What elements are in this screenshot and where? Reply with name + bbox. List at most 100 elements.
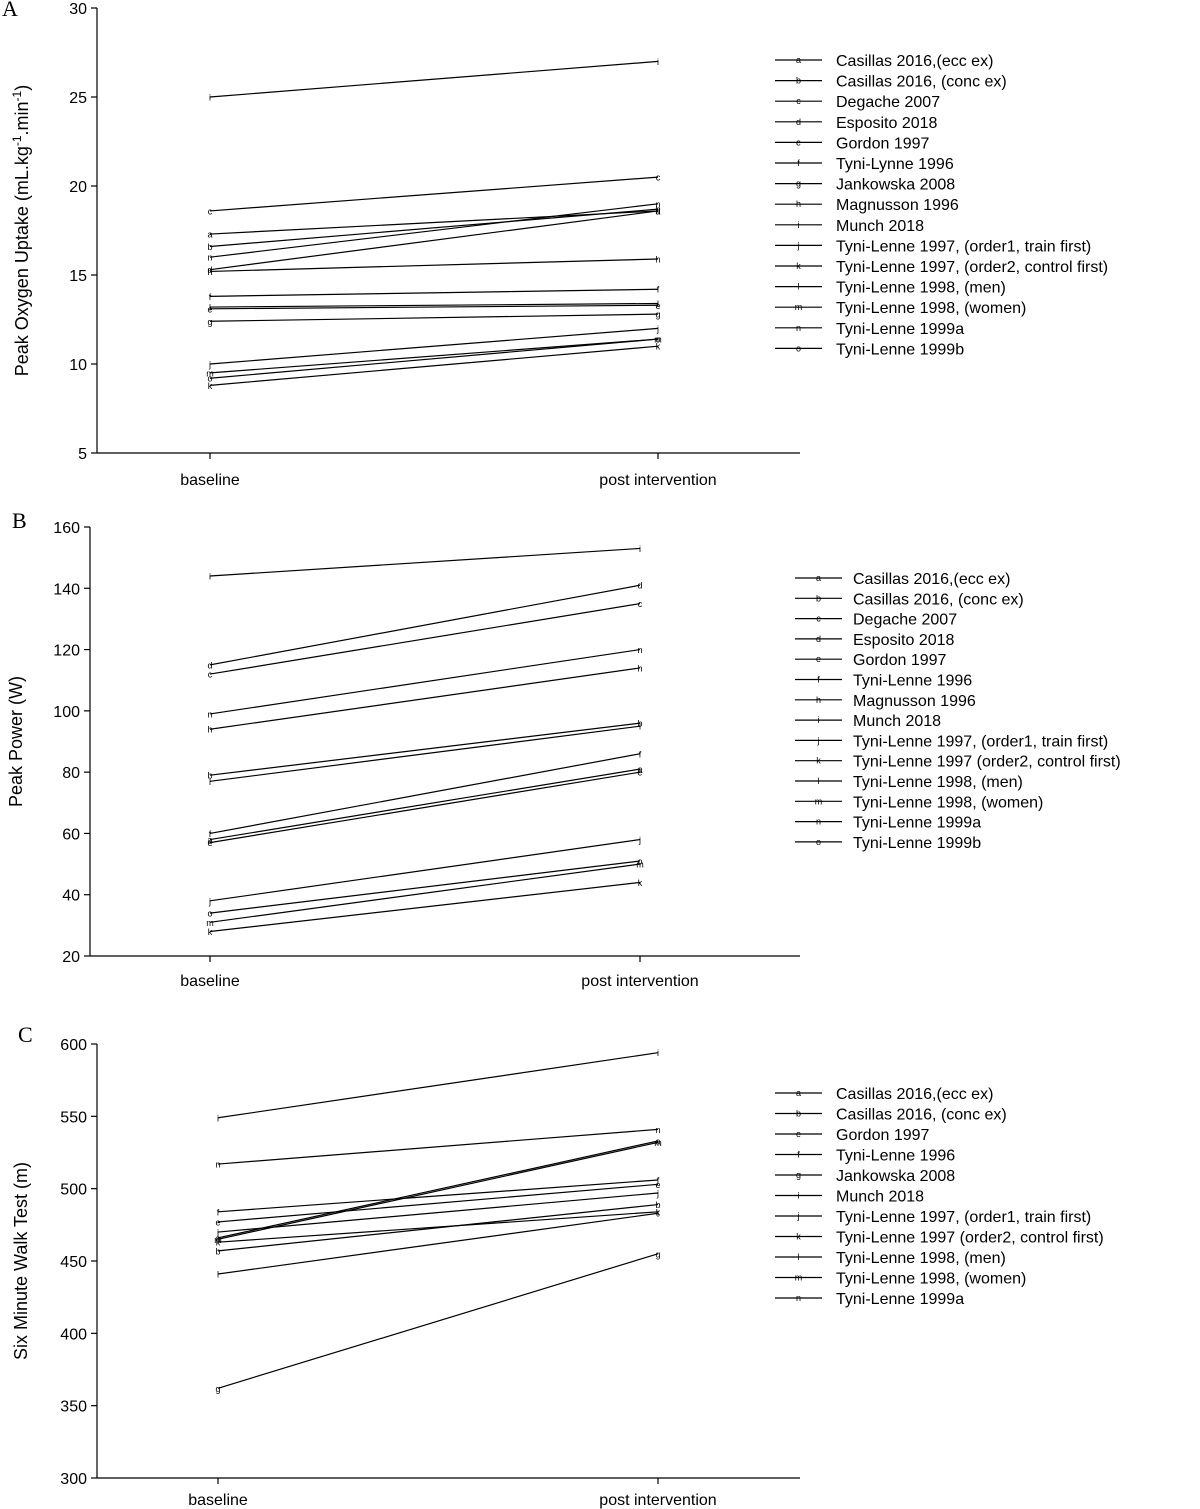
series-line: [209, 725, 641, 782]
x-tick-label: baseline: [180, 472, 240, 489]
legend-marker: i: [818, 715, 820, 725]
series-line: [217, 1052, 659, 1119]
data-point: d: [637, 581, 642, 591]
legend-item: i Munch 2018: [795, 713, 941, 730]
data-point: l: [209, 777, 211, 787]
x-tick-label: post intervention: [599, 1492, 716, 1509]
legend-marker: a: [796, 1088, 801, 1098]
y-tick-label: 20: [69, 179, 87, 196]
legend-marker: j: [797, 1211, 800, 1221]
series-h: hh: [207, 254, 660, 276]
data-point: j: [638, 835, 641, 845]
data-point: e: [655, 301, 660, 311]
legend-marker: g: [796, 179, 801, 189]
data-point: m: [206, 918, 214, 928]
y-tick-label: 600: [60, 1037, 87, 1054]
legend-label: Tyni-Lenne 1999a: [853, 815, 981, 832]
legend-item: l Tyni-Lenne 1998, (men): [795, 774, 1023, 791]
series-b: bb: [215, 1200, 660, 1256]
data-point: o: [637, 857, 642, 867]
y-tick-label: 5: [78, 446, 87, 463]
y-tick-label: 10: [69, 357, 87, 374]
data-point: j: [656, 324, 659, 334]
series-line: [209, 881, 641, 933]
series-line: [217, 1128, 659, 1165]
legend-label: Degache 2007: [853, 612, 957, 629]
data-point: a: [207, 230, 212, 240]
data-point: h: [207, 267, 212, 277]
series-b: bb: [207, 719, 642, 781]
series-line: [209, 753, 641, 835]
legend-marker: o: [796, 343, 801, 353]
legend-label: Magnusson 1996: [836, 197, 959, 214]
data-point: j: [208, 360, 211, 370]
series-line: [217, 1211, 659, 1243]
legend-item: j Tyni-Lenne 1997, (order1, train first): [775, 1209, 1091, 1226]
legend-marker: e: [796, 137, 801, 147]
series-line: [217, 1253, 659, 1389]
legend-marker: k: [796, 261, 801, 271]
series-f: ff: [209, 285, 660, 302]
legend-label: Tyni-Lenne 1998, (men): [836, 1250, 1006, 1267]
legend-label: Tyni-Lenne 1998, (women): [853, 794, 1043, 811]
legend-item: j Tyni-Lenne 1997, (order1, train first): [775, 238, 1091, 255]
legend-marker: k: [796, 1232, 801, 1242]
series-k: kk: [208, 878, 643, 937]
series-h: hh: [207, 663, 642, 734]
legend-label: Tyni-Lynne 1996: [836, 156, 954, 173]
data-point: m: [654, 1138, 662, 1148]
legend-label: Gordon 1997: [853, 652, 947, 669]
legend-marker: l: [818, 776, 820, 786]
series-line: [209, 771, 641, 844]
legend-item: i Munch 2018: [775, 1189, 924, 1206]
series-l: ll: [217, 1209, 659, 1280]
data-point: l: [657, 1209, 659, 1219]
data-point: c: [208, 206, 213, 216]
data-point: a: [637, 765, 642, 775]
y-axis-title: Peak Power (W): [6, 676, 26, 807]
series-i: ii: [209, 544, 641, 582]
series-a: aa: [207, 765, 642, 845]
y-tick-label: 120: [53, 643, 80, 660]
legend-item: b Casillas 2016, (conc ex): [795, 591, 1024, 608]
series-f: ff: [217, 1175, 660, 1217]
legend-item: n Tyni-Lenne 1999a: [775, 321, 964, 338]
legend-label: Tyni-Lenne 1999b: [836, 341, 964, 358]
data-point: f: [209, 292, 212, 302]
legend-item: c Degache 2007: [775, 94, 940, 111]
series-line: [209, 667, 641, 730]
series-line: [209, 860, 641, 914]
series-line: [209, 210, 659, 271]
series-line: [209, 203, 659, 258]
legend-label: Esposito 2018: [836, 115, 938, 132]
legend-label: Tyni-Lenne 1998, (women): [836, 1271, 1026, 1288]
chart-panel-B: B 20 40 60 80 100 120 140 160 baseline post interv…: [6, 508, 1121, 990]
legend-label: Munch 2018: [836, 218, 924, 235]
series-line: [209, 722, 641, 776]
data-point: k: [656, 1207, 661, 1217]
series-line: [209, 338, 659, 374]
series-line: [217, 1192, 659, 1233]
data-point: o: [655, 335, 660, 345]
legend-item: a Casillas 2016,(ecc ex): [775, 53, 993, 70]
data-point: a: [655, 1136, 660, 1146]
series-line: [209, 288, 659, 297]
data-point: m: [214, 1235, 222, 1245]
legend-item: e Gordon 1997: [775, 1127, 930, 1144]
legend-label: Gordon 1997: [836, 1127, 930, 1144]
data-point: d: [207, 660, 212, 670]
legend: a Casillas 2016,(ecc ex) b Casillas 2016, (…: [795, 571, 1121, 852]
legend-item: c Degache 2007: [795, 612, 957, 629]
legend-item: m Tyni-Lenne 1998, (women): [775, 300, 1026, 317]
legend-marker: i: [798, 1191, 800, 1201]
legend-marker: e: [816, 654, 821, 664]
y-tick-label: 550: [60, 1109, 87, 1126]
data-point: h: [637, 663, 642, 673]
legend-marker: f: [797, 158, 800, 168]
y-axis-title: Peak Oxygen Uptake (mL.kg-1.min-1): [10, 85, 32, 376]
legend-marker: h: [816, 695, 821, 705]
legend-item: k Tyni-Lenne 1997 (order2, control first): [795, 754, 1121, 771]
series-b: bb: [207, 205, 660, 252]
legend-label: Tyni-Lenne 1997, (order1, train first): [853, 733, 1108, 750]
